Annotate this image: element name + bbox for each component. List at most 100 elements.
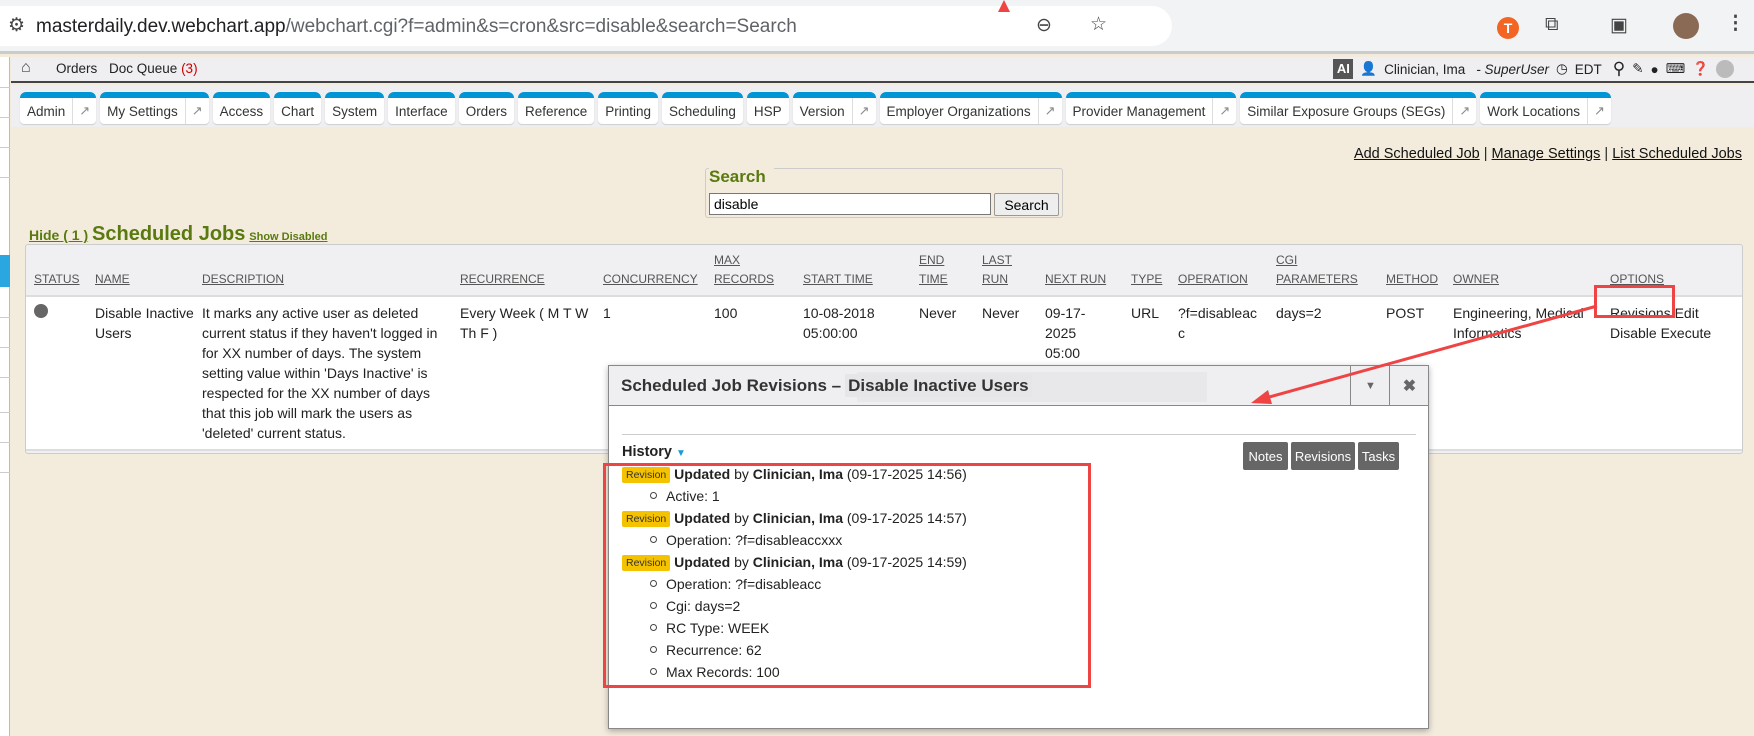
tab-version[interactable]: Version ↗	[792, 92, 876, 124]
search-icon[interactable]: ⚲	[1612, 59, 1626, 78]
list-scheduled-jobs-link[interactable]: List Scheduled Jobs	[1612, 146, 1742, 162]
revisions-button[interactable]: Revisions	[1291, 442, 1355, 470]
column-header[interactable]: NAME	[87, 249, 194, 297]
column-header[interactable]: METHOD	[1378, 249, 1445, 297]
column-header[interactable]: NEXT RUN	[1037, 249, 1123, 297]
browser-menu-icon[interactable]: ⋮	[1726, 13, 1745, 34]
open-external-icon[interactable]: ↗	[72, 98, 96, 124]
timezone[interactable]: EDT	[1574, 61, 1602, 77]
status-indicator	[1716, 60, 1734, 78]
tab-reference[interactable]: Reference	[517, 92, 595, 124]
search-legend: Search	[709, 167, 774, 187]
tab-label: Similar Exposure Groups (SEGs)	[1247, 103, 1446, 119]
tab-admin[interactable]: Admin ↗	[20, 92, 97, 124]
tab-label: System	[332, 103, 378, 119]
search-input[interactable]	[709, 193, 991, 215]
user-name[interactable]: Clinician, Ima	[1384, 61, 1466, 77]
show-disabled-link[interactable]: Show Disabled	[249, 231, 328, 243]
revision-badge: Revision	[622, 467, 671, 483]
column-header[interactable]: CONCURRENCY	[595, 249, 706, 297]
column-header[interactable]: CGI PARAMETERS	[1268, 249, 1378, 297]
description-cell: It marks any active user as deleted curr…	[194, 296, 452, 451]
keyboard-icon[interactable]: ⌨	[1665, 61, 1686, 76]
tab-search-icon[interactable]: ▣	[1610, 15, 1628, 36]
open-external-icon[interactable]: ↗	[1212, 98, 1236, 124]
manage-settings-link[interactable]: Manage Settings	[1491, 146, 1601, 162]
column-header[interactable]: MAX RECORDS	[706, 249, 795, 297]
site-settings-icon[interactable]: ⚙	[8, 15, 26, 36]
tab-employer-organizations[interactable]: Employer Organizations ↗	[879, 92, 1062, 124]
column-header[interactable]: RECURRENCE	[452, 249, 595, 297]
revision-entry: Revision Updated by Clinician, Ima (09-1…	[622, 554, 967, 571]
tab-similar-exposure-groups-segs-[interactable]: Similar Exposure Groups (SEGs) ↗	[1240, 92, 1477, 124]
open-external-icon[interactable]: ↗	[1587, 98, 1611, 124]
extension-icon[interactable]: T	[1497, 17, 1519, 39]
status-dot-icon	[34, 304, 48, 318]
open-external-icon[interactable]: ↗	[1452, 98, 1476, 124]
revision-action: Updated	[674, 510, 731, 526]
close-icon[interactable]: ✖	[1389, 366, 1429, 406]
column-header[interactable]: DESCRIPTION	[194, 249, 452, 297]
nav-doc-queue[interactable]: Doc Queue (3)	[109, 61, 198, 76]
tab-orders[interactable]: Orders	[458, 92, 514, 124]
search-button[interactable]: Search	[994, 193, 1059, 216]
tab-hsp[interactable]: HSP	[746, 92, 789, 124]
notes-button[interactable]: Notes	[1243, 442, 1288, 470]
tab-label: Version	[799, 103, 845, 119]
tab-printing[interactable]: Printing	[598, 92, 659, 124]
globe-icon[interactable]: ●	[1650, 61, 1659, 77]
dialog-dropdown-icon[interactable]: ▼	[1350, 366, 1390, 406]
bookmark-star-icon[interactable]: ☆	[1090, 14, 1108, 35]
name-cell: Disable Inactive Users	[87, 296, 194, 451]
tab-work-locations[interactable]: Work Locations ↗	[1480, 92, 1611, 124]
tab-my-settings[interactable]: My Settings ↗	[100, 92, 209, 124]
column-header[interactable]: START TIME	[795, 249, 911, 297]
column-header[interactable]: LAST RUN	[974, 249, 1037, 297]
user-icon: 👤	[1360, 61, 1378, 76]
help-icon[interactable]: ❓	[1692, 61, 1709, 76]
module-tabs: Admin ↗ My Settings ↗ Access Chart System Inter…	[11, 85, 1754, 127]
dialog-header[interactable]: Scheduled Job Revisions – Disable Inactiv…	[609, 366, 1428, 406]
column-header[interactable]: OWNER	[1445, 249, 1602, 297]
tab-interface[interactable]: Interface	[388, 92, 455, 124]
revision-entry: Revision Updated by Clinician, Ima (09-1…	[622, 510, 967, 527]
nav-orders[interactable]: Orders	[56, 61, 98, 76]
hide-link[interactable]: Hide ( 1 )	[29, 227, 89, 243]
column-header[interactable]: TYPE	[1123, 249, 1170, 297]
profile-avatar[interactable]	[1673, 13, 1699, 39]
tab-scheduling[interactable]: Scheduling	[662, 92, 743, 124]
zoom-out-icon[interactable]: ⊖	[1036, 15, 1052, 36]
table-header-row: STATUS NAME DESCRIPTION RECURRENCE CONCURREN…	[26, 249, 1742, 297]
execute-link[interactable]: Execute	[1660, 325, 1712, 341]
home-icon[interactable]: ⌂	[21, 59, 31, 76]
extensions-puzzle-icon[interactable]: ⧉	[1545, 14, 1559, 35]
cursor-marker-icon	[998, 0, 1010, 12]
top-links: Add Scheduled Job | Manage Settings | Li…	[1354, 146, 1742, 162]
address-bar[interactable]: ⚙ masterdaily.dev.webchart.app/webchart.…	[0, 6, 1172, 46]
tab-system[interactable]: System	[325, 92, 385, 124]
open-external-icon[interactable]: ↗	[851, 98, 876, 124]
magic-wand-icon[interactable]: ✎	[1632, 61, 1644, 76]
column-header[interactable]: STATUS	[26, 249, 87, 297]
open-external-icon[interactable]: ↗	[1037, 98, 1062, 124]
history-dropdown[interactable]: History ▼	[622, 444, 686, 460]
revisions-dialog: Scheduled Job Revisions – Disable Inactiv…	[608, 365, 1429, 729]
recurrence-cell: Every Week ( M T W Th F )	[452, 296, 595, 451]
column-header[interactable]: END TIME	[911, 249, 974, 297]
revision-badge: Revision	[622, 511, 671, 527]
tab-label: Provider Management	[1072, 103, 1206, 119]
url-text[interactable]: masterdaily.dev.webchart.app/webchart.cg…	[36, 16, 797, 37]
open-external-icon[interactable]: ↗	[184, 98, 209, 124]
disable-link[interactable]: Disable	[1610, 325, 1657, 341]
tab-label: Reference	[524, 103, 588, 119]
edit-link[interactable]: Edit	[1674, 305, 1699, 321]
ai-button[interactable]: AI	[1333, 59, 1354, 79]
tab-provider-management[interactable]: Provider Management ↗	[1065, 92, 1237, 124]
user-role: - SuperUser	[1476, 61, 1549, 77]
tab-chart[interactable]: Chart	[274, 92, 322, 124]
revision-time: (09-17-2025 14:59)	[846, 554, 967, 570]
tab-access[interactable]: Access	[212, 92, 271, 124]
tasks-button[interactable]: Tasks	[1358, 442, 1399, 470]
add-scheduled-job-link[interactable]: Add Scheduled Job	[1353, 146, 1480, 162]
column-header[interactable]: OPERATION	[1170, 249, 1268, 297]
